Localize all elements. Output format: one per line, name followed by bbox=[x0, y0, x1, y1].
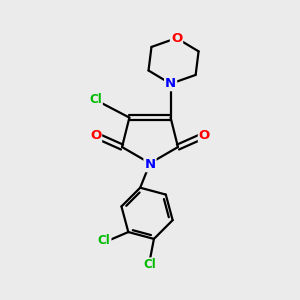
Text: O: O bbox=[199, 129, 210, 142]
Text: Cl: Cl bbox=[98, 234, 110, 248]
Text: Cl: Cl bbox=[89, 93, 102, 106]
Text: Cl: Cl bbox=[143, 258, 156, 271]
Text: N: N bbox=[165, 77, 176, 90]
Text: N: N bbox=[144, 158, 156, 171]
Text: O: O bbox=[90, 129, 101, 142]
Text: O: O bbox=[171, 32, 182, 45]
